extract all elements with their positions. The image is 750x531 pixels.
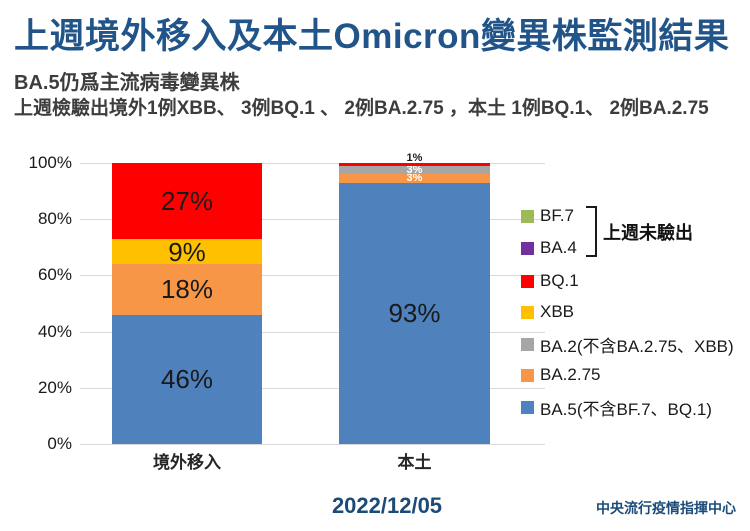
bar-value-label: 18% xyxy=(160,274,214,305)
bar-segment xyxy=(339,165,490,175)
legend-swatch xyxy=(521,368,534,382)
gridline xyxy=(80,387,545,389)
legend-item: BA.5(不含BF.7、BQ.1) xyxy=(521,397,712,419)
legend-bracket xyxy=(586,206,597,257)
legend-swatch xyxy=(521,209,534,223)
x-axis-category-label: 境外移入 xyxy=(153,453,221,472)
gridline xyxy=(80,331,545,333)
legend-swatch xyxy=(521,337,534,351)
y-axis-tick-label: 20% xyxy=(37,377,72,397)
bar-segment xyxy=(339,174,490,183)
bar-value-label: 9% xyxy=(168,236,206,267)
bar-value-label: 1% xyxy=(406,152,423,164)
bar-value-label: 27% xyxy=(160,185,214,216)
gridline xyxy=(80,444,545,445)
legend-item: BA.2.75 xyxy=(521,365,601,385)
legend-item-label: BA.4 xyxy=(540,238,577,257)
legend-item-label: BQ.1 xyxy=(540,271,579,290)
legend-item-label: BA.2.75 xyxy=(540,365,601,384)
gridline xyxy=(80,275,545,277)
bar-segment xyxy=(112,264,262,315)
legend-item-label: BA.5(不含BF.7、BQ.1) xyxy=(540,399,712,419)
bar-segment xyxy=(339,163,490,166)
x-axis-category-label: 本土 xyxy=(397,453,432,472)
legend-swatch xyxy=(521,241,534,255)
y-axis-tick-label: 80% xyxy=(37,209,72,229)
legend-item-label: XBB xyxy=(540,302,575,321)
legend-item: BA.2(不含BA.2.75、XBB) xyxy=(521,334,734,356)
bar-segment xyxy=(112,238,262,265)
legend-item: BA.4 xyxy=(521,238,577,258)
bar-value-label: 46% xyxy=(160,364,214,395)
legend-annotation: 上週未驗出 xyxy=(603,223,693,243)
bar-segment xyxy=(339,182,490,444)
y-axis-tick-label: 0% xyxy=(47,434,72,453)
gridline xyxy=(80,219,545,221)
bar-segment xyxy=(112,163,262,239)
gridline xyxy=(80,163,545,164)
chart-description: 上週檢驗出境外1例XBB、 3例BQ.1 、 2例BA.2.75 ，本土 1例B… xyxy=(14,98,709,119)
y-axis-tick-label: 60% xyxy=(37,265,72,285)
bar-value-label: 93% xyxy=(388,298,441,329)
bar-value-label: 3% xyxy=(406,172,423,185)
y-axis-tick-label: 40% xyxy=(37,321,72,341)
chart-subtitle: BA.5仍爲主流病毒變異株 xyxy=(14,72,240,94)
legend-item: BQ.1 xyxy=(521,271,579,291)
legend-swatch xyxy=(521,400,534,414)
legend-item: BF.7 xyxy=(521,206,574,226)
report-date: 2022/12/05 xyxy=(331,493,443,518)
bar-segment xyxy=(112,314,262,444)
page-title: 上週境外移入及本土Omicron變異株監測結果 xyxy=(14,17,730,56)
y-axis-tick-label: 100% xyxy=(28,153,72,172)
legend-swatch xyxy=(521,274,534,288)
legend-item-label: BF.7 xyxy=(540,206,575,225)
organization-name: 中央流行疫情指揮中心 xyxy=(596,500,736,516)
bar-value-label: 3% xyxy=(406,164,423,177)
legend-item-label: BA.2(不含BA.2.75、XBB) xyxy=(540,336,734,356)
legend-swatch xyxy=(521,305,534,319)
legend-item: XBB xyxy=(521,302,574,322)
